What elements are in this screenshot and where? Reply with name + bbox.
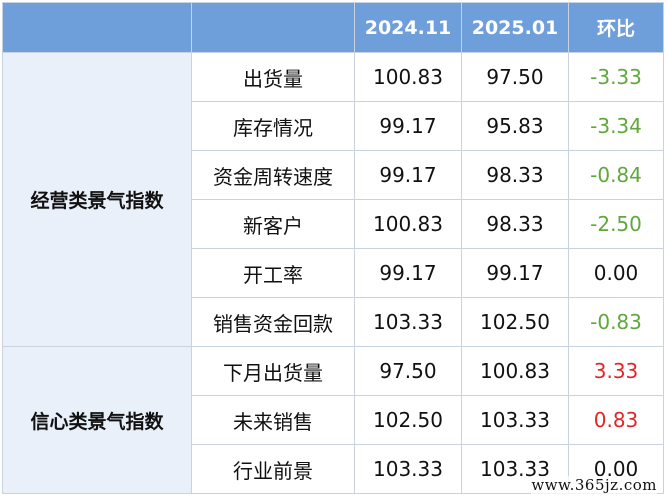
value-2024-11: 99.17 bbox=[354, 101, 462, 151]
change-value: 0.00 bbox=[568, 248, 664, 298]
category-label: 经营类景气指数 bbox=[2, 52, 192, 347]
table-row: 信心类景气指数 下月出货量 97.50 100.83 3.33 bbox=[2, 346, 664, 494]
value-2025-01: 103.33 bbox=[461, 395, 569, 445]
metric-name: 资金周转速度 bbox=[191, 150, 355, 200]
change-value: -3.34 bbox=[568, 101, 664, 151]
metric-name: 行业前景 bbox=[191, 444, 355, 494]
value-2024-11: 103.33 bbox=[354, 444, 462, 494]
table-row: 资金周转速度 99.17 98.33 -0.84 bbox=[3, 150, 664, 200]
value-2025-01: 100.83 bbox=[461, 346, 569, 396]
header-2024-11: 2024.11 bbox=[354, 2, 462, 53]
table-row: 新客户 100.83 98.33 -2.50 bbox=[3, 199, 664, 249]
table-row: 销售资金回款 103.33 102.50 -0.83 bbox=[3, 297, 664, 347]
table-row: 库存情况 99.17 95.83 -3.34 bbox=[3, 101, 664, 151]
metric-name: 出货量 bbox=[191, 52, 355, 102]
header-metric bbox=[191, 2, 355, 53]
metric-name: 库存情况 bbox=[191, 101, 355, 151]
table-row: 经营类景气指数 出货量 100.83 97.50 -3.33 bbox=[2, 52, 664, 347]
header-row: 2024.11 2025.01 环比 bbox=[2, 2, 664, 53]
header-category bbox=[2, 2, 192, 53]
metric-name: 未来销售 bbox=[191, 395, 355, 445]
value-2025-01: 102.50 bbox=[461, 297, 569, 347]
value-2024-11: 100.83 bbox=[354, 199, 462, 249]
header-2025-01: 2025.01 bbox=[461, 2, 569, 53]
metric-name: 下月出货量 bbox=[191, 346, 355, 396]
metric-name: 开工率 bbox=[191, 248, 355, 298]
change-value: -2.50 bbox=[568, 199, 664, 249]
change-value: -0.84 bbox=[568, 150, 664, 200]
header-change: 环比 bbox=[568, 2, 664, 53]
value-2025-01: 97.50 bbox=[461, 52, 569, 102]
metric-name: 销售资金回款 bbox=[191, 297, 355, 347]
change-value: 0.83 bbox=[568, 395, 664, 445]
value-2024-11: 100.83 bbox=[354, 52, 462, 102]
change-value: 3.33 bbox=[568, 346, 664, 396]
value-2024-11: 103.33 bbox=[354, 297, 462, 347]
value-2025-01: 99.17 bbox=[461, 248, 569, 298]
value-2025-01: 98.33 bbox=[461, 150, 569, 200]
index-table: 2024.11 2025.01 环比 经营类景气指数 出货量 100.83 97.50… bbox=[2, 2, 664, 494]
value-2024-11: 99.17 bbox=[354, 150, 462, 200]
change-value: -3.33 bbox=[568, 52, 664, 102]
value-2025-01: 103.33 bbox=[461, 444, 569, 494]
change-value: -0.83 bbox=[568, 297, 664, 347]
value-2025-01: 98.33 bbox=[461, 199, 569, 249]
watermark: www.365jz.com bbox=[531, 476, 657, 494]
value-2024-11: 102.50 bbox=[354, 395, 462, 445]
value-2024-11: 99.17 bbox=[354, 248, 462, 298]
metric-name: 新客户 bbox=[191, 199, 355, 249]
value-2024-11: 97.50 bbox=[354, 346, 462, 396]
value-2025-01: 95.83 bbox=[461, 101, 569, 151]
table-row: 未来销售 102.50 103.33 0.83 bbox=[3, 395, 664, 445]
category-label: 信心类景气指数 bbox=[2, 346, 192, 494]
